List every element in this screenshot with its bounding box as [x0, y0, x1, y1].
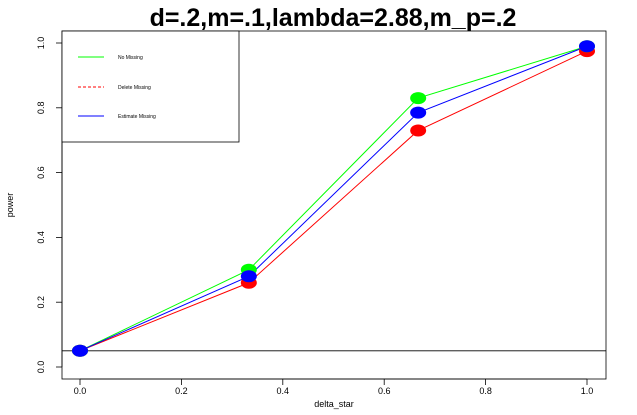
y-tick-label: 0.8 [36, 102, 46, 115]
chart-title: d=.2,m=.1,lambda=2.88,m_p=.2 [150, 4, 517, 32]
y-axis-label: power [5, 193, 15, 218]
x-tick-label: 0.2 [175, 386, 188, 396]
x-tick-label: 0.8 [479, 386, 492, 396]
legend-label: Estimate Missing [118, 114, 156, 120]
data-point [72, 344, 88, 357]
legend-box [61, 30, 240, 143]
data-point [410, 92, 427, 105]
y-tick-label: 0.0 [36, 361, 46, 374]
x-axis-label: delta_star [314, 399, 354, 409]
data-point [410, 106, 427, 119]
legend-label: Delete Missing [118, 85, 151, 91]
x-tick-label: 0.4 [277, 386, 290, 396]
y-tick-label: 0.2 [36, 296, 46, 309]
x-tick-label: 0.6 [378, 386, 391, 396]
series-line [79, 50, 588, 352]
x-tick-label: 0.0 [74, 386, 87, 396]
data-point [410, 124, 427, 137]
y-tick-label: 0.4 [36, 231, 46, 244]
x-tick-label: 1.0 [581, 386, 594, 396]
y-tick-label: 1.0 [36, 37, 46, 50]
data-point [579, 40, 595, 53]
series-line [79, 45, 588, 352]
legend-label: No Missing [118, 55, 143, 61]
y-tick-label: 0.6 [36, 166, 46, 179]
data-point [240, 270, 257, 283]
series-line [79, 45, 588, 352]
